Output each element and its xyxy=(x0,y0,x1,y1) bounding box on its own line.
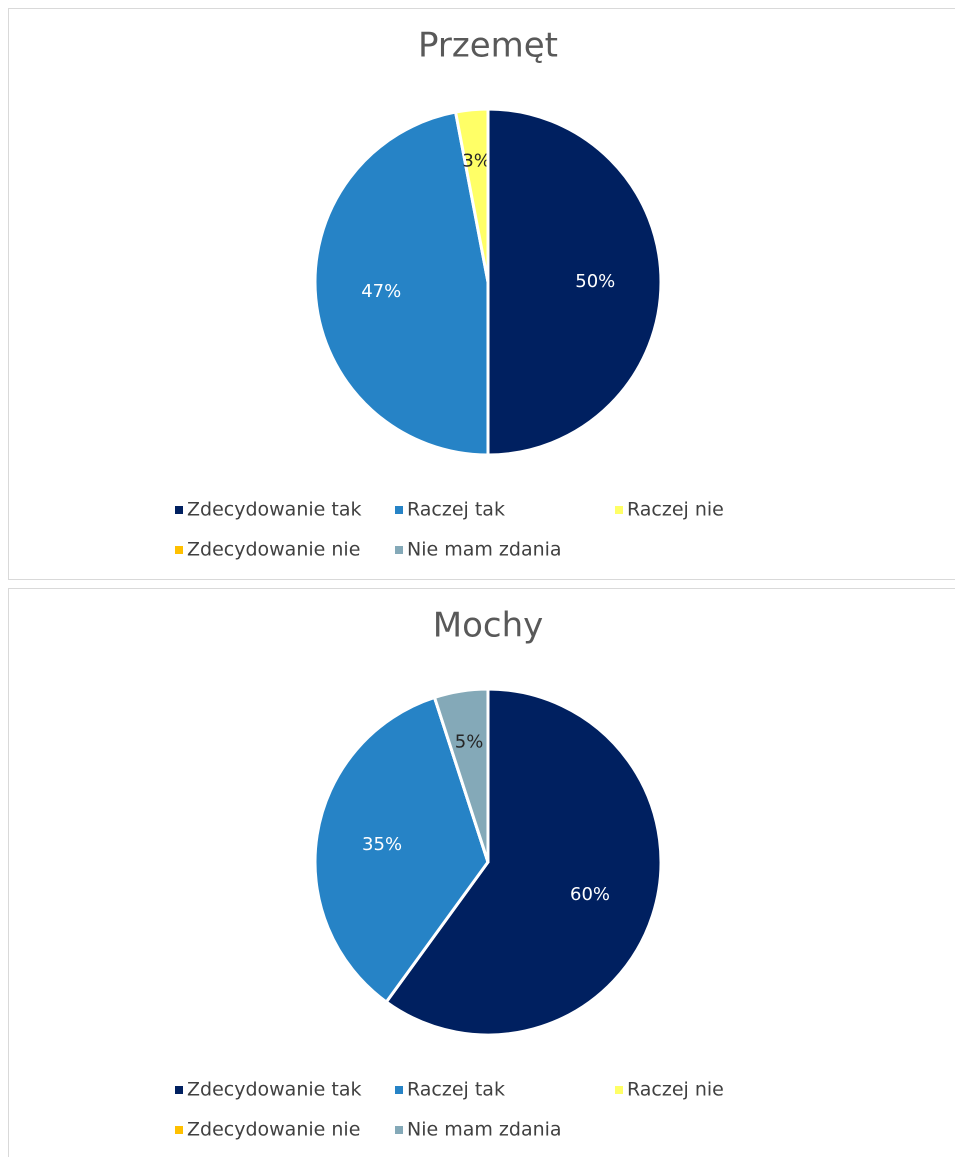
legend-label: Zdecydowanie tak xyxy=(187,1079,361,1101)
legend-label: Raczej nie xyxy=(627,1079,724,1101)
legend-label: Zdecydowanie nie xyxy=(187,539,360,561)
legend-label: Zdecydowanie nie xyxy=(187,1119,360,1141)
legend-swatch xyxy=(175,1126,183,1134)
data-label: 60% xyxy=(570,884,610,905)
legend-swatch xyxy=(395,546,403,554)
data-label: 5% xyxy=(455,731,484,752)
legend-label: Raczej nie xyxy=(627,499,724,521)
legend-label: Raczej tak xyxy=(407,1079,505,1101)
chart-frame xyxy=(8,588,955,1157)
data-label: 3% xyxy=(462,150,491,171)
pie-slice xyxy=(384,687,663,1037)
pie-slice xyxy=(486,107,663,457)
pie-slice xyxy=(313,695,490,1004)
legend-swatch xyxy=(615,1086,623,1094)
legend-swatch xyxy=(395,1086,403,1094)
pie-slice xyxy=(433,687,490,864)
legend-label: Nie mam zdania xyxy=(407,539,562,561)
chart-frame xyxy=(8,8,955,580)
legend-swatch xyxy=(175,546,183,554)
pie-slice xyxy=(313,110,490,457)
legend-swatch xyxy=(395,1126,403,1134)
legend-label: Zdecydowanie tak xyxy=(187,499,361,521)
legend-swatch xyxy=(175,506,183,514)
legend-swatch xyxy=(615,506,623,514)
legend-label: Raczej tak xyxy=(407,499,505,521)
legend-label: Nie mam zdania xyxy=(407,1119,562,1141)
legend-swatch xyxy=(395,506,403,514)
legend-swatch xyxy=(175,1086,183,1094)
chart-title: Mochy xyxy=(433,606,544,646)
data-label: 35% xyxy=(362,834,402,855)
chart-title: Przemęt xyxy=(418,26,558,66)
data-label: 47% xyxy=(361,281,401,302)
data-label: 50% xyxy=(575,271,615,292)
